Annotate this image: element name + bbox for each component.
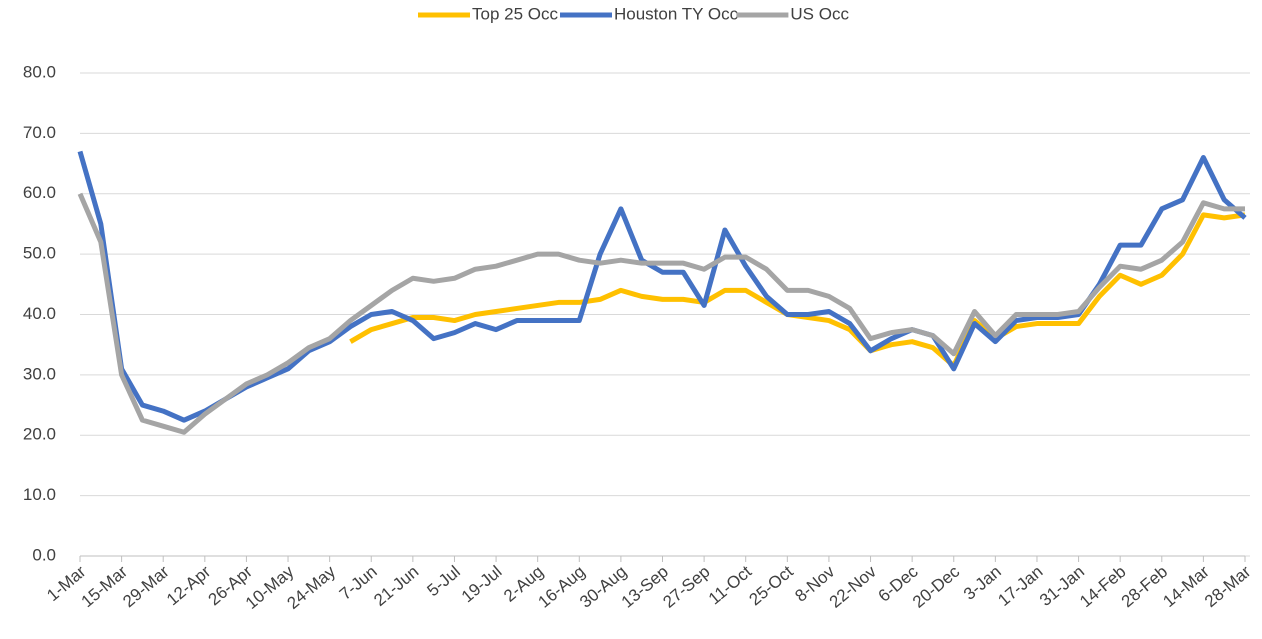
y-tick-label: 30.0 [23, 364, 56, 383]
y-tick-label: 70.0 [23, 123, 56, 142]
y-tick-label: 60.0 [23, 183, 56, 202]
series-line [77, 150, 1247, 423]
x-tick-label: 11-Oct [705, 562, 756, 609]
legend-label: Houston TY Occ [614, 4, 739, 23]
x-tick-label: 24-May [283, 562, 339, 613]
x-tick-label: 16-Aug [535, 562, 589, 612]
y-tick-label: 80.0 [23, 62, 56, 81]
x-tick-label: 17-Jan [994, 562, 1046, 610]
y-tick-label: 20.0 [23, 425, 56, 444]
x-tick-label: 21-Jun [370, 562, 422, 610]
y-tick-label: 40.0 [23, 304, 56, 323]
y-tick-label: 10.0 [23, 485, 56, 504]
x-tick-label: 28-Mar [1201, 562, 1255, 611]
x-tick-label: 14-Feb [1076, 562, 1129, 611]
x-tick-label: 30-Aug [576, 562, 630, 612]
x-tick-label: 27-Sep [659, 562, 713, 612]
legend-label: US Occ [790, 4, 849, 23]
x-tick-label: 19-Jul [458, 562, 506, 606]
series-line [77, 192, 1245, 435]
x-tick-label: 28-Feb [1118, 562, 1171, 611]
x-tick-label: 13-Sep [618, 562, 672, 612]
x-tick-label: 12-Apr [163, 562, 215, 610]
x-tick-label: 14-Mar [1159, 562, 1213, 611]
x-tick-label: 15-Mar [78, 562, 132, 611]
x-tick-label: 29-Mar [119, 562, 173, 611]
legend-label: Top 25 Occ [472, 4, 558, 23]
y-tick-label: 50.0 [23, 244, 56, 263]
x-tick-label: 25-Oct [745, 562, 797, 610]
y-tick-label: 0.0 [32, 545, 56, 564]
x-tick-label: 22-Nov [826, 562, 881, 612]
x-tick-label: 20-Dec [909, 562, 964, 612]
x-tick-label: 5-Jul [423, 562, 463, 600]
